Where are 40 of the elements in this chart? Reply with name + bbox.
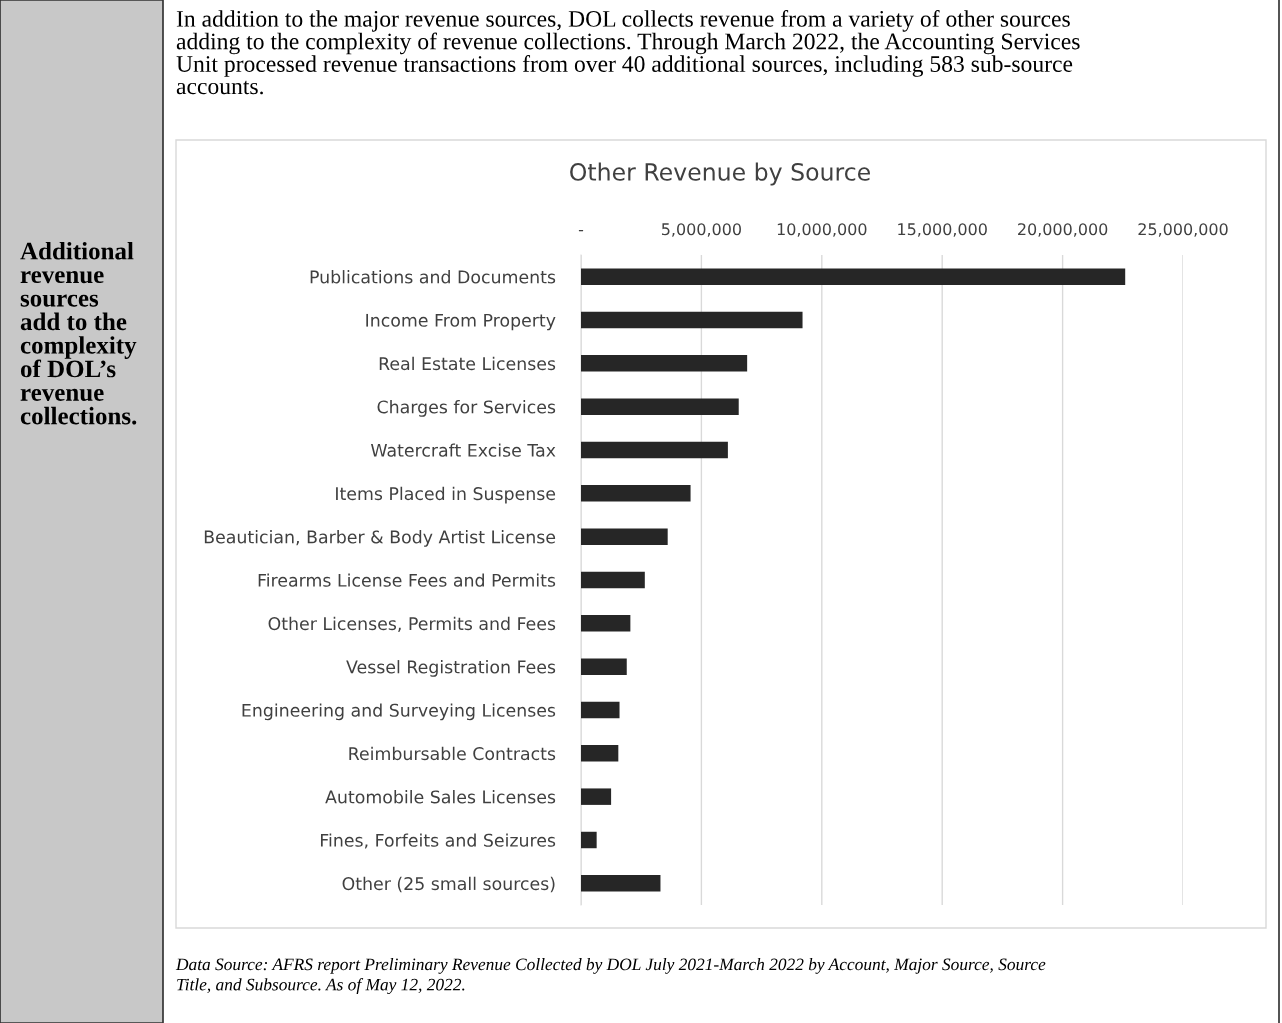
bar [581,831,597,849]
y-tick-label: Other Licenses, Permits and Fees [268,616,556,632]
bar [581,875,661,892]
y-tick-label: Automobile Sales Licenses [325,790,556,804]
bar [581,658,627,675]
bar [581,268,1126,285]
y-tick-label: Income From Property [366,313,556,331]
y-tick-label: Firearms License Fees and Permits [258,573,556,587]
y-tick-label: Publications and Documents [310,270,556,284]
y-tick-label: Reimbursable Contracts [349,746,556,761]
bar [581,571,645,589]
bar [581,485,691,502]
y-tick-label: Items Placed in Suspense [336,486,556,504]
y-tick-label: Vessel Registration Fees [346,660,556,677]
y-tick-label: Watercraft Excise Tax [370,443,556,457]
bar [581,701,620,719]
x-tick-label: 10,000,000 [777,223,867,237]
y-tick-label: Fines, Forfeits and Seizures [320,833,556,849]
bar [581,528,668,545]
y-tick-label: Engineering and Surveying Licenses [242,703,556,721]
bar [581,355,748,372]
x-tick-label: 15,000,000 [898,223,987,237]
source-note: Data Source: AFRS report Preliminary Revenue Collected by DOL July 2021-March 2022 by Account, Major Source, Source Title, and Subsource. As of May 12, 2022. [175,958,1046,995]
x-tick-label: 5,000,000 [661,223,741,237]
x-tick-label: 25,000,000 [1138,223,1228,237]
y-tick-label: Beautician, Barber & Body Artist License [204,530,556,547]
chart-title: Other Revenue by Source [570,162,870,186]
chart-subtitle: In addition to the major revenue sources, DOL collects revenue from a variety of other sources adding to the complexity of revenue collections. Through March 2022, the Accounting Services Unit processed revenue transactions from over 40 additional sources, including 583 sub-source accounts. [176,10,1080,95]
bar [581,745,619,762]
text: Additional revenue sources add to the complexity of DOL’s revenue collections. [20,242,137,425]
bar [581,788,612,805]
bar [581,441,728,459]
y-tick-label: Other (25 small sources) [342,876,555,893]
bar [581,398,739,415]
x-tick-label: 20,000,000 [1018,223,1108,237]
y-tick-label: Charges for Services [377,400,556,417]
x-tick-label: - [578,230,584,232]
y-tick-label: Real Estate Licenses [379,356,556,371]
bar [581,311,803,329]
bar [581,615,631,632]
